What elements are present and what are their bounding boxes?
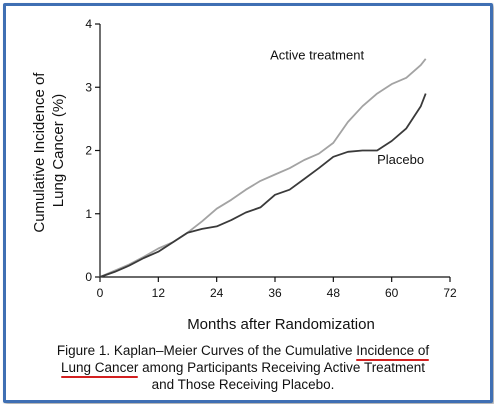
caption-text: Figure 1. Kaplan–Meier Curves of the Cum… bbox=[56, 343, 357, 358]
y-tick-label: 4 bbox=[85, 17, 92, 31]
y-tick-label: 3 bbox=[85, 80, 92, 94]
caption-highlight-2: Lung Cancer bbox=[61, 360, 139, 375]
annotation-placebo: Placebo bbox=[377, 152, 424, 167]
x-tick-label: 36 bbox=[268, 286, 282, 300]
figure-frame bbox=[3, 3, 493, 403]
x-axis-label: Months after Randomization bbox=[187, 316, 375, 333]
y-axis-label-line-1: Cumulative Incidence of bbox=[31, 72, 48, 233]
caption-highlight-1: Incidence of bbox=[356, 343, 430, 358]
caption-line-2: Lung Cancer among Participants Receiving… bbox=[8, 359, 478, 376]
y-tick-label: 1 bbox=[85, 207, 92, 221]
y-tick-label: 0 bbox=[85, 270, 92, 284]
x-tick-label: 60 bbox=[385, 286, 399, 300]
y-axis-label-line-2: Lung Cancer (%) bbox=[50, 94, 67, 207]
caption-text: among Participants Receiving Active Trea… bbox=[138, 360, 425, 375]
x-tick-label: 72 bbox=[443, 286, 457, 300]
series-line-placebo bbox=[99, 93, 427, 278]
y-axis-label: Cumulative Incidence of Lung Cancer (%) bbox=[31, 68, 67, 232]
figure-caption: Figure 1. Kaplan–Meier Curves of the Cum… bbox=[8, 342, 478, 393]
annotation-active-treatment: Active treatment bbox=[270, 48, 364, 63]
caption-line-3: and Those Receiving Placebo. bbox=[151, 377, 335, 392]
caption-line-1: Figure 1. Kaplan–Meier Curves of the Cum… bbox=[8, 342, 478, 359]
series-line-active-treatment bbox=[99, 58, 427, 278]
series-group bbox=[99, 58, 427, 278]
x-tick-label: 24 bbox=[210, 286, 224, 300]
x-tick-label: 0 bbox=[97, 286, 104, 300]
x-tick-label: 48 bbox=[327, 286, 341, 300]
y-tick-label: 2 bbox=[85, 144, 92, 158]
x-tick-label: 12 bbox=[152, 286, 166, 300]
